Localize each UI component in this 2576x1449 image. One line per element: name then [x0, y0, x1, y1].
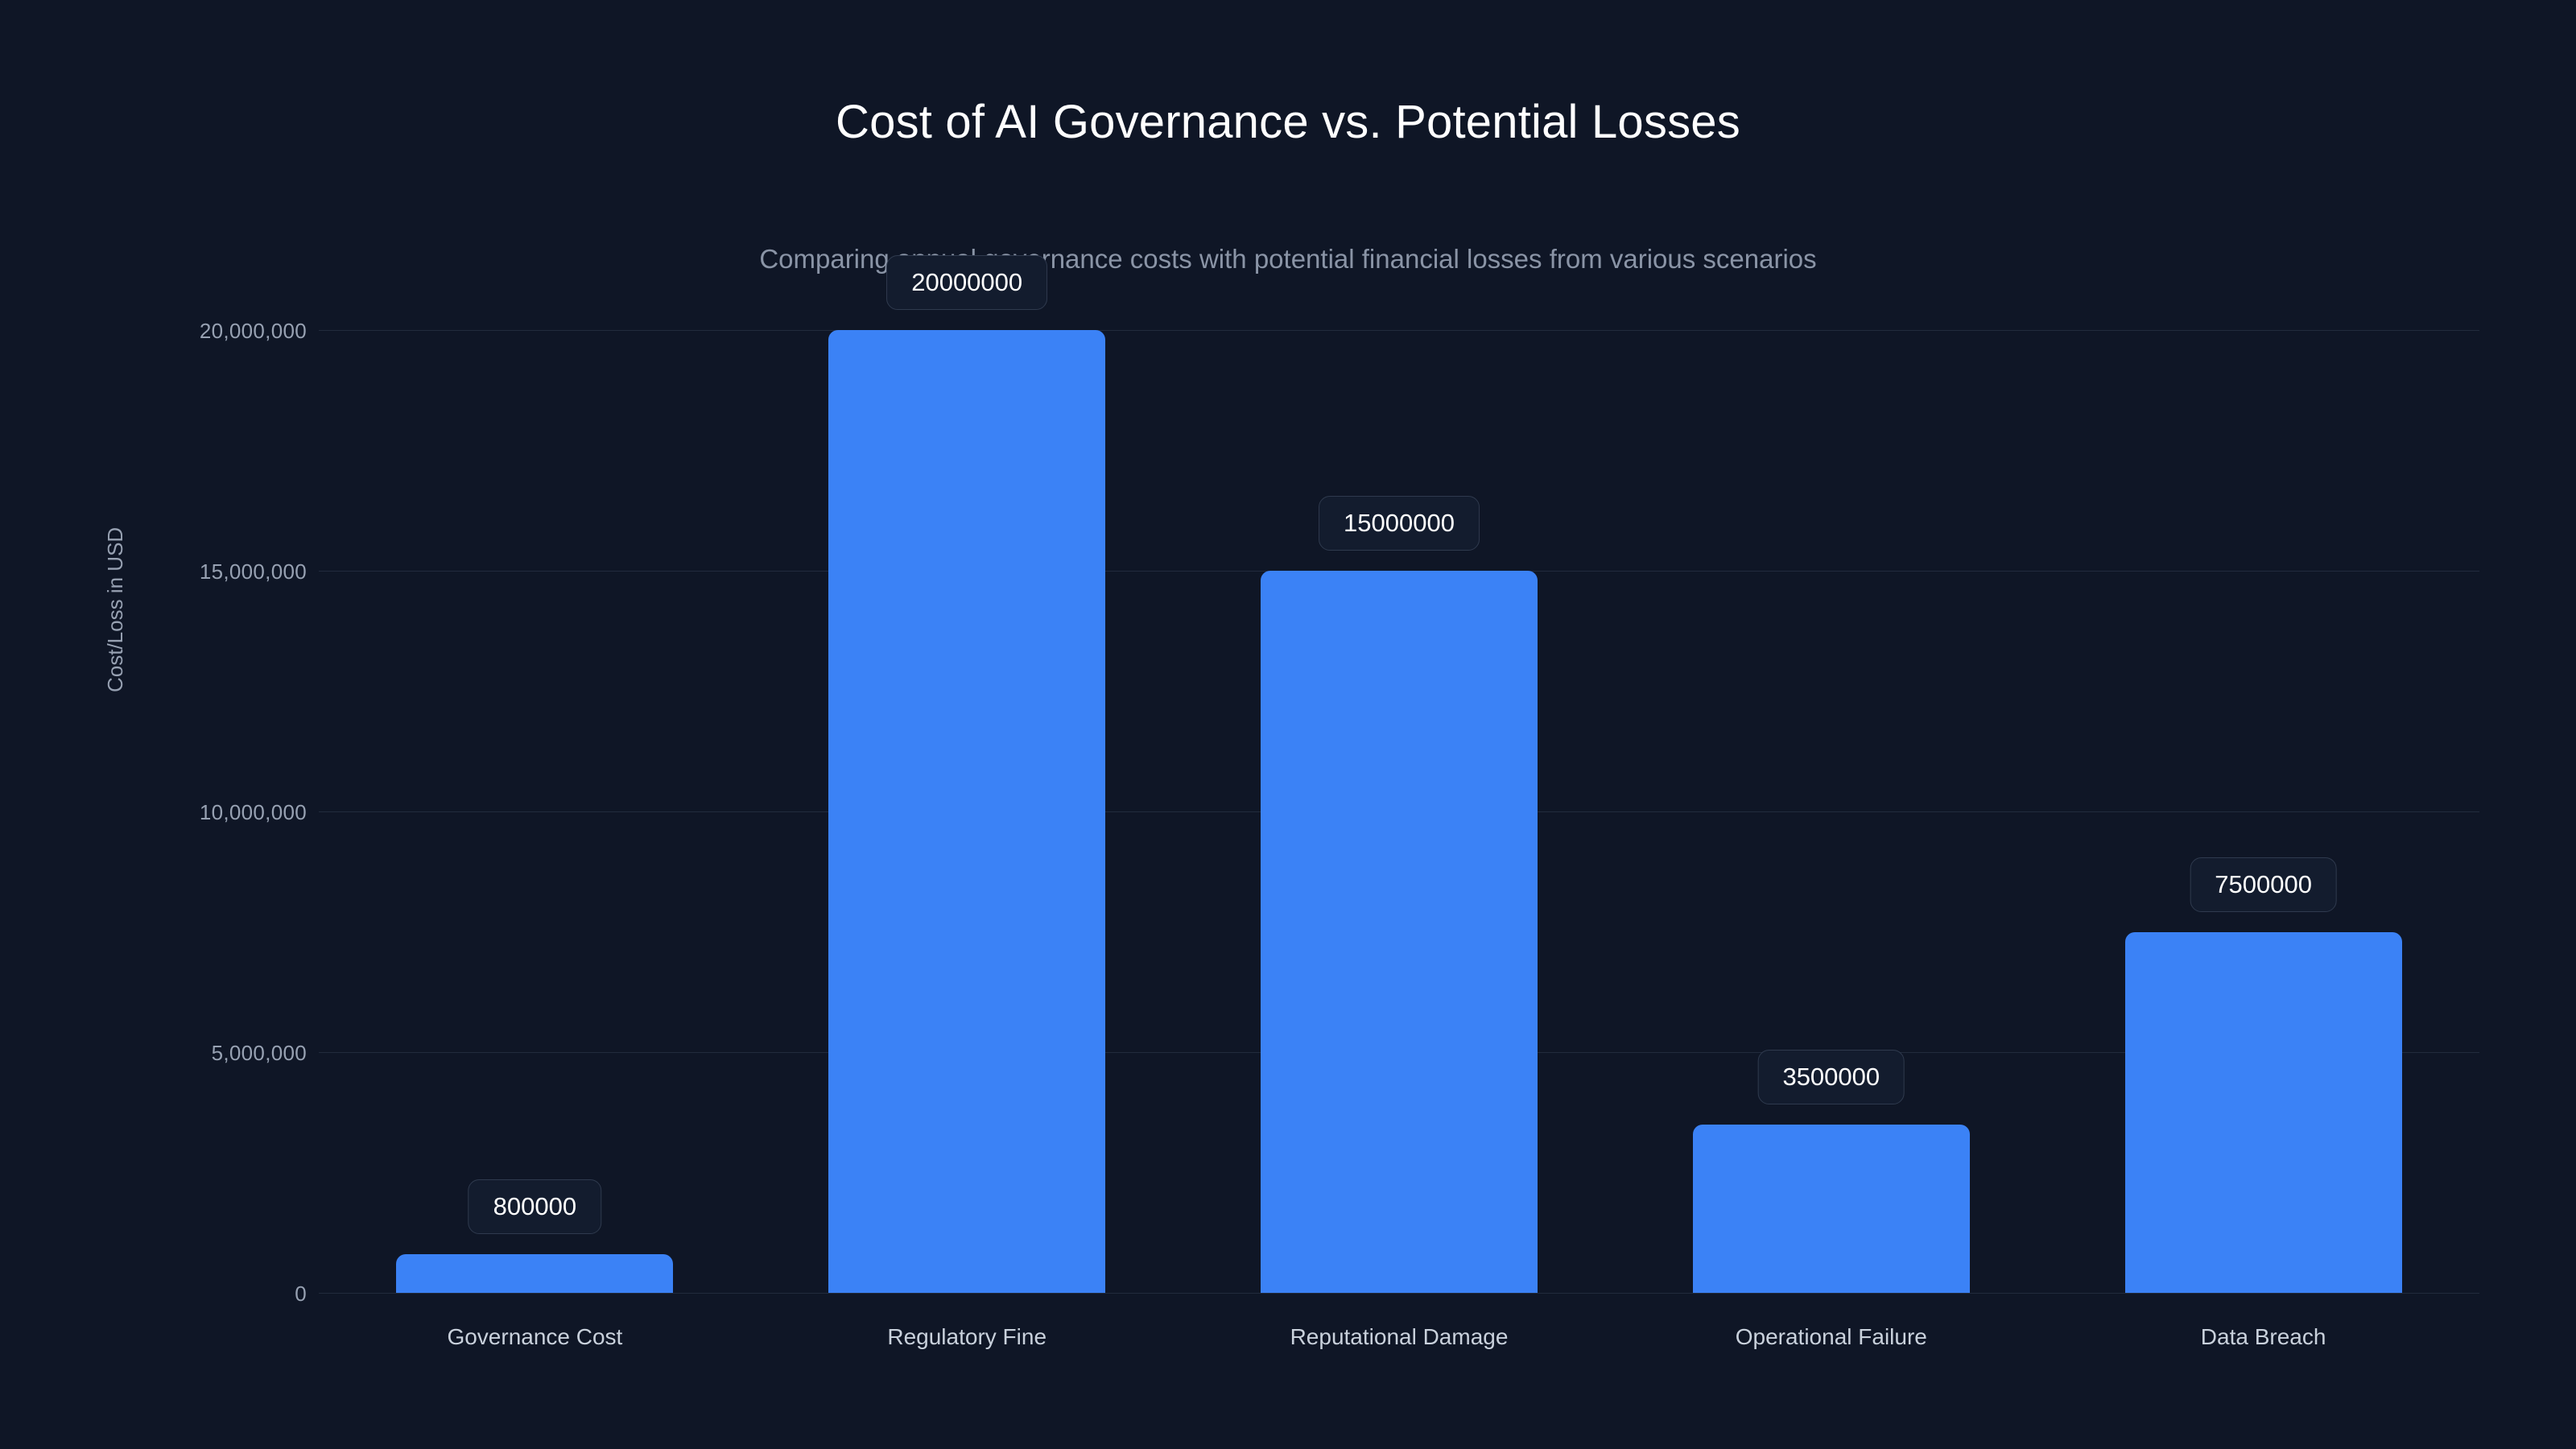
chart-subtitle: Comparing annual governance costs with p… [759, 244, 1817, 274]
y-axis-tick-label: 10,000,000 [199, 800, 307, 824]
bar[interactable] [396, 1254, 674, 1293]
bar-value-label: 15000000 [1319, 496, 1480, 551]
y-axis-tick-label: 20,000,000 [199, 319, 307, 343]
bar[interactable] [1692, 1124, 1970, 1293]
y-axis-tick-label: 15,000,000 [199, 559, 307, 584]
x-axis-tick-label: Data Breach [2200, 1324, 2326, 1349]
x-axis-tick-label: Regulatory Fine [887, 1324, 1047, 1349]
y-axis-tick-label: 5,000,000 [211, 1041, 307, 1065]
bar-value-label: 7500000 [2190, 857, 2337, 912]
y-axis-tick-label: 0 [295, 1282, 307, 1306]
bar-value-label: 3500000 [1757, 1049, 1905, 1104]
x-axis-tick-label: Reputational Damage [1290, 1324, 1509, 1349]
bar[interactable] [2124, 931, 2402, 1293]
plot-area [319, 330, 2479, 1294]
gridline [319, 330, 2479, 331]
x-axis-tick-label: Operational Failure [1735, 1324, 1927, 1349]
x-axis-tick-label: Governance Cost [447, 1324, 623, 1349]
gridline [319, 1293, 2479, 1294]
y-axis-title: Cost/Loss in USD [103, 526, 127, 692]
bar[interactable] [1261, 571, 1538, 1293]
bar[interactable] [828, 330, 1106, 1293]
bar-value-label: 20000000 [886, 255, 1048, 310]
chart-title: Cost of AI Governance vs. Potential Loss… [836, 96, 1740, 148]
bar-value-label: 800000 [468, 1179, 602, 1235]
